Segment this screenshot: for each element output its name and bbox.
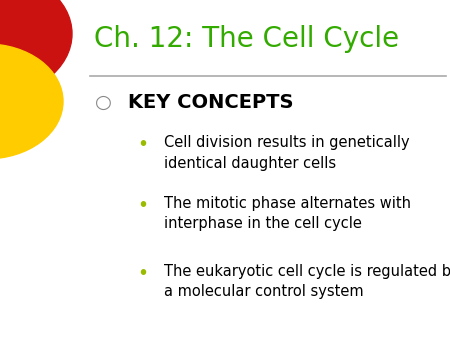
Text: The mitotic phase alternates with
interphase in the cell cycle: The mitotic phase alternates with interp… <box>164 196 411 232</box>
Text: Cell division results in genetically
identical daughter cells: Cell division results in genetically ide… <box>164 135 410 171</box>
Text: Ch. 12: The Cell Cycle: Ch. 12: The Cell Cycle <box>94 25 400 53</box>
Text: ○: ○ <box>94 93 112 112</box>
Text: KEY CONCEPTS: KEY CONCEPTS <box>128 93 294 112</box>
Circle shape <box>0 44 63 159</box>
Text: •: • <box>137 196 148 215</box>
Text: •: • <box>137 264 148 283</box>
Text: The eukaryotic cell cycle is regulated by
a molecular control system: The eukaryotic cell cycle is regulated b… <box>164 264 450 299</box>
Text: •: • <box>137 135 148 154</box>
Circle shape <box>0 0 72 98</box>
